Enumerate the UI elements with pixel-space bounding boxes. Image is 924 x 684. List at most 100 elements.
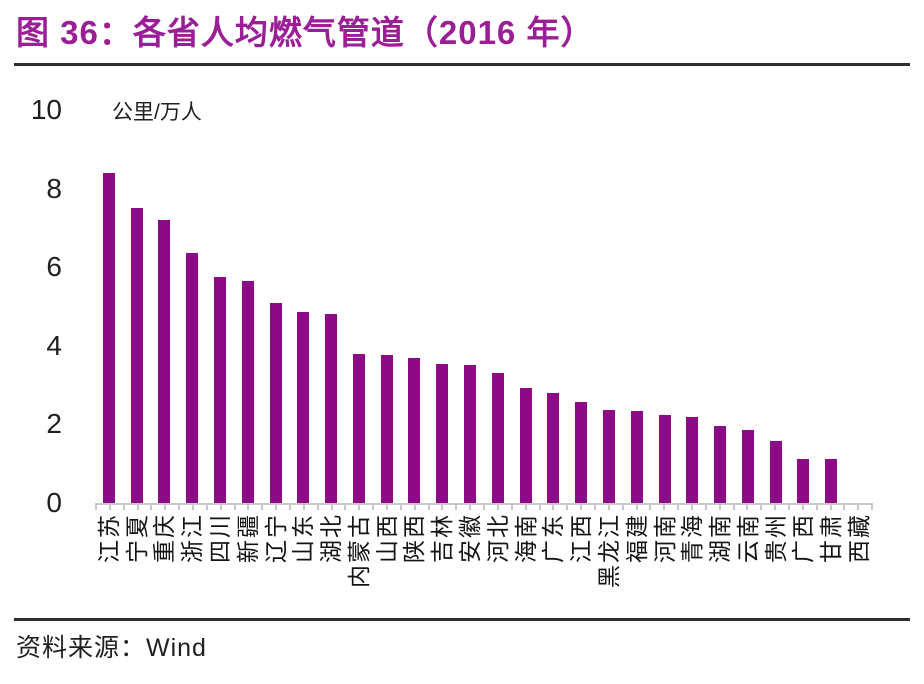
bar-河北: [491, 372, 504, 503]
x-axis-tick: [457, 505, 472, 510]
x-axis-tick: [443, 505, 458, 510]
y-axis-tick-label: 6: [46, 251, 62, 283]
x-axis-tick: [111, 505, 125, 510]
bar-吉林: [436, 363, 449, 503]
x-axis-tick: [360, 505, 375, 510]
bar-宁夏: [130, 208, 143, 503]
bar-slot: [706, 110, 734, 503]
x-label-slot: 山东: [289, 503, 317, 608]
x-axis-tick: [721, 505, 735, 510]
x-axis-label: 黑龙江: [595, 513, 622, 588]
bar-slot: [428, 110, 456, 503]
x-axis-tick: [513, 505, 527, 510]
x-axis-tick: [735, 505, 749, 510]
x-axis-tick: [319, 505, 333, 510]
bar-slot: [456, 110, 484, 503]
x-axis-tick: [554, 505, 569, 510]
bar-slot: [317, 110, 345, 503]
x-label-slot: 广西: [790, 503, 818, 608]
x-axis-tick: [651, 505, 666, 510]
x-axis-tick: [305, 505, 319, 510]
bar-浙江: [186, 253, 199, 503]
bar-福建: [630, 411, 643, 503]
x-axis-tick: [208, 505, 222, 510]
footer-divider-rule: [14, 618, 910, 621]
x-label-slot: 甘肃: [817, 503, 845, 608]
bar-山东: [297, 312, 310, 503]
x-axis-label: 海南: [512, 513, 539, 563]
bar-安徽: [464, 365, 477, 503]
bar-辽宁: [269, 302, 282, 503]
y-axis-tick-label: 2: [46, 408, 62, 440]
x-axis-tick: [582, 505, 596, 510]
bar-陕西: [408, 357, 421, 503]
x-axis-label: 甘肃: [818, 513, 845, 563]
x-label-slot: 河北: [484, 503, 512, 608]
x-label-slot: 福建: [623, 503, 651, 608]
bar-甘肃: [825, 458, 838, 503]
x-label-slot: 河南: [651, 503, 679, 608]
x-axis-tick: [152, 505, 167, 510]
y-axis-unit-label: 公里/万人: [112, 101, 202, 124]
x-axis-tick: [485, 505, 499, 510]
x-axis-tick: [402, 505, 416, 510]
x-axis-label: 安徽: [457, 513, 484, 563]
bar-广西: [797, 458, 810, 503]
x-axis-tick: [222, 505, 236, 510]
bar-slot: [95, 110, 123, 503]
bar-重庆: [158, 220, 171, 503]
x-label-slot: 四川: [206, 503, 234, 608]
x-axis-tick: [180, 505, 195, 510]
y-axis-tick-label: 4: [46, 329, 62, 361]
x-axis-tick: [665, 505, 680, 510]
x-label-slot: 江西: [567, 503, 595, 608]
x-axis-tick: [125, 505, 139, 510]
x-label-slot: 广东: [540, 503, 568, 608]
bar-slot: [123, 110, 151, 503]
x-label-slot: 江苏: [95, 503, 123, 608]
x-axis-tick: [291, 505, 305, 510]
x-axis-tick: [624, 505, 638, 510]
x-axis-tick: [139, 505, 153, 510]
bar-slot: [178, 110, 206, 503]
y-axis-tick-label: 8: [46, 172, 62, 204]
x-axis-ticks-row: [95, 505, 874, 510]
x-label-slot: 西藏: [845, 503, 873, 608]
bar-slot: [790, 110, 818, 503]
x-axis-tick: [236, 505, 250, 510]
x-axis-label: 广东: [540, 513, 567, 563]
bar-贵州: [769, 440, 782, 503]
x-label-slot: 山西: [373, 503, 401, 608]
x-label-slot: 贵州: [762, 503, 790, 608]
x-axis-tick: [416, 505, 430, 510]
bar-内蒙古: [352, 354, 365, 503]
x-axis-label: 辽宁: [262, 513, 289, 563]
bar-河南: [658, 414, 671, 503]
x-label-slot: 宁夏: [123, 503, 151, 608]
x-axis-tick: [859, 505, 874, 510]
x-axis-label: 宁夏: [123, 513, 150, 563]
x-axis-label: 湖南: [707, 513, 734, 563]
bar-slot: [206, 110, 234, 503]
x-label-slot: 湖北: [317, 503, 345, 608]
bar-海南: [519, 387, 532, 503]
x-axis-tick: [818, 505, 832, 510]
x-label-slot: 海南: [512, 503, 540, 608]
bar-四川: [214, 277, 227, 503]
x-axis-tick: [527, 505, 541, 510]
x-label-slot: 青海: [678, 503, 706, 608]
x-axis-labels-row: 江苏 宁夏 重庆 浙江 四川 新疆 辽宁 山东 湖北 内蒙古 山西 陕西 吉林 安徽 河北 海南 广东 江西 黑龙江…: [95, 503, 873, 608]
x-axis-tick: [499, 505, 513, 510]
x-label-slot: 云南: [734, 503, 762, 608]
bar-slot: [373, 110, 401, 503]
x-label-slot: 重庆: [151, 503, 179, 608]
bar-slot: [262, 110, 290, 503]
x-axis-label: 内蒙古: [345, 513, 372, 588]
bar-slot: [540, 110, 568, 503]
x-axis-tick: [374, 505, 389, 510]
x-label-slot: 黑龙江: [595, 503, 623, 608]
bar-slot: [484, 110, 512, 503]
y-axis-tick-label: 0: [46, 487, 62, 518]
bars-plot-area: [95, 110, 873, 503]
x-axis-tick: [707, 505, 721, 510]
